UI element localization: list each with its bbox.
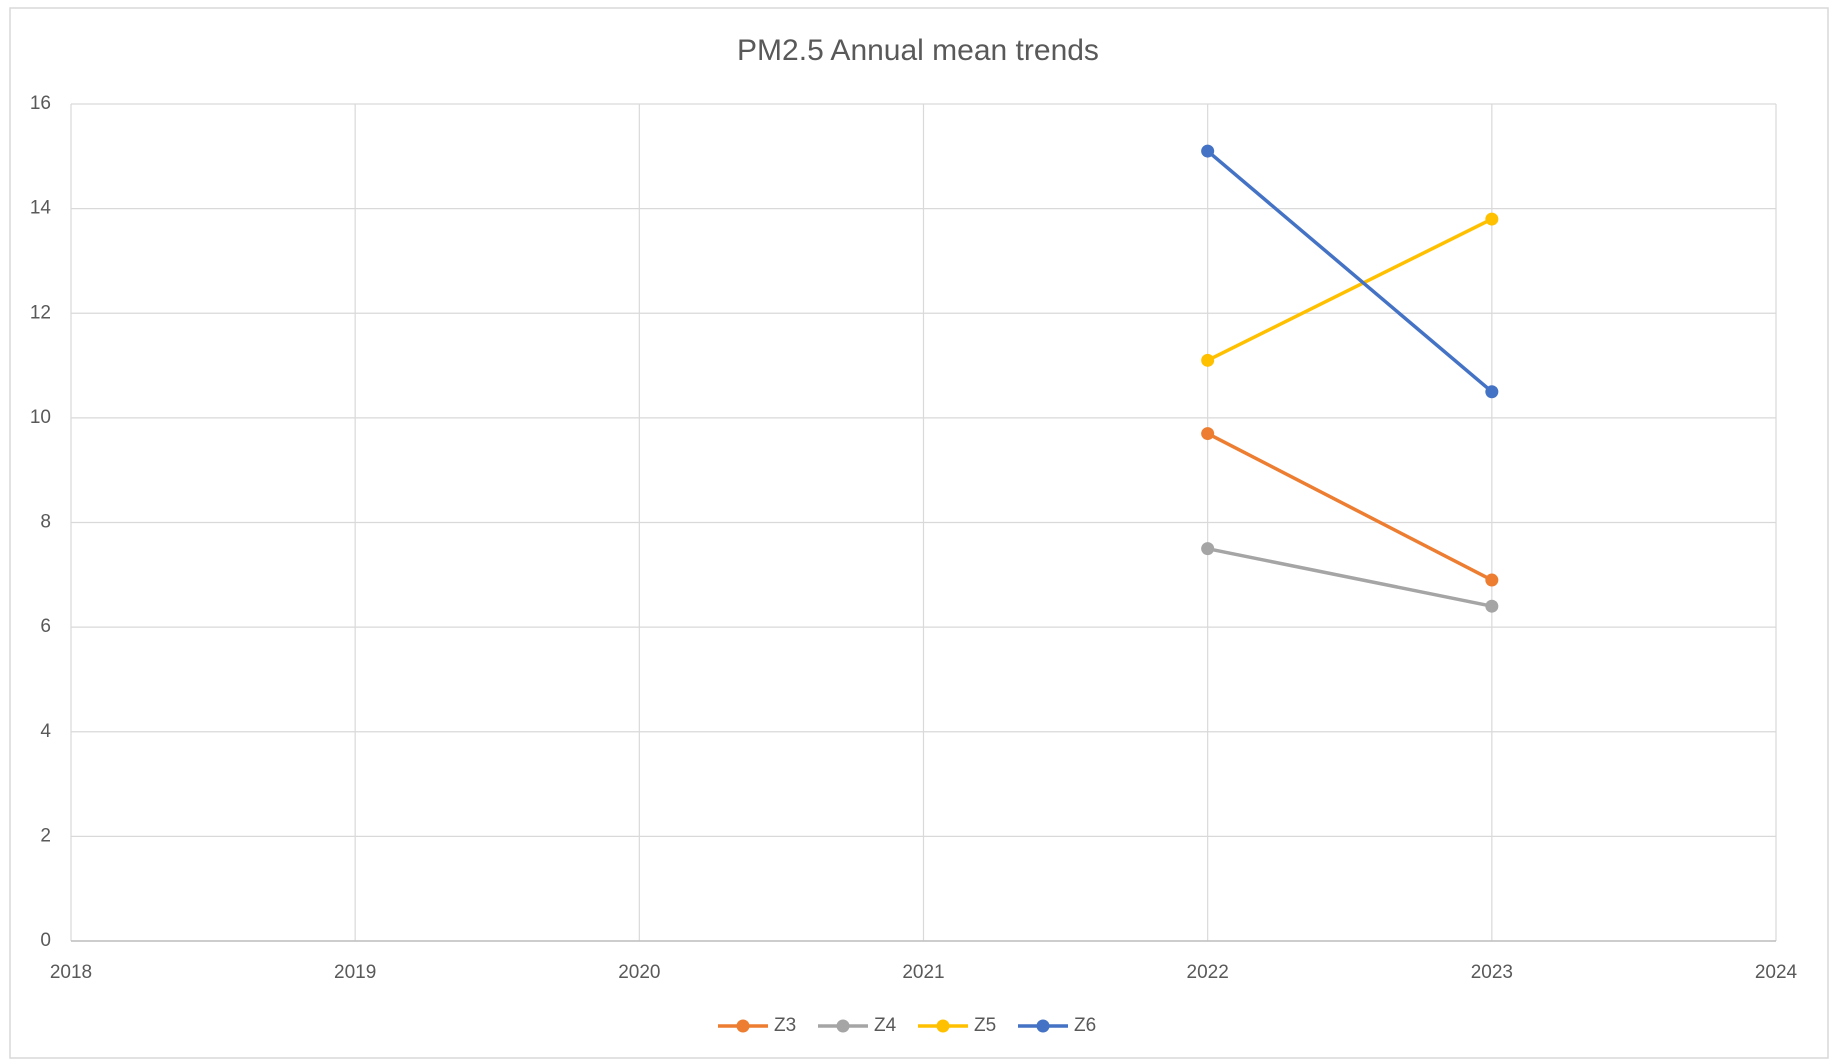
y-tick-label: 14 [30, 198, 52, 219]
y-tick-label: 10 [30, 407, 51, 428]
y-tick-label: 8 [40, 512, 51, 533]
data-point [1485, 573, 1499, 587]
series-line [1207, 546, 1493, 608]
data-point [1485, 212, 1499, 226]
legend-marker [836, 1019, 850, 1033]
x-tick-label: 2023 [1471, 962, 1513, 983]
series-line [1206, 432, 1493, 582]
data-point [1485, 385, 1499, 399]
x-tick-label: 2022 [1187, 962, 1229, 983]
chart-frame [9, 7, 1829, 1059]
data-point [1201, 542, 1215, 556]
y-tick-label: 0 [40, 930, 51, 951]
data-point [1201, 144, 1215, 158]
y-tick-label: 12 [30, 302, 51, 323]
legend-label: Z5 [974, 1015, 996, 1036]
legend-marker [1036, 1019, 1050, 1033]
x-tick-label: 2021 [902, 962, 944, 983]
legend-marker [736, 1019, 750, 1033]
legend-label: Z3 [774, 1015, 796, 1036]
chart-title: PM2.5 Annual mean trends [737, 34, 1099, 67]
x-tick-label: 2018 [50, 962, 92, 983]
series-line [1206, 149, 1493, 394]
x-tick-label: 2024 [1755, 962, 1798, 983]
y-tick-label: 16 [30, 93, 51, 114]
legend-marker [936, 1019, 950, 1033]
y-tick-label: 4 [40, 721, 51, 742]
legend-label: Z6 [1074, 1015, 1096, 1036]
x-tick-label: 2019 [334, 962, 376, 983]
y-tick-label: 2 [40, 825, 51, 846]
data-point [1485, 599, 1499, 613]
series-line [1206, 217, 1493, 362]
legend-label: Z4 [874, 1015, 897, 1036]
y-tick-label: 6 [40, 616, 51, 637]
x-tick-label: 2020 [618, 962, 660, 983]
data-point [1201, 353, 1215, 367]
data-point [1201, 427, 1215, 441]
